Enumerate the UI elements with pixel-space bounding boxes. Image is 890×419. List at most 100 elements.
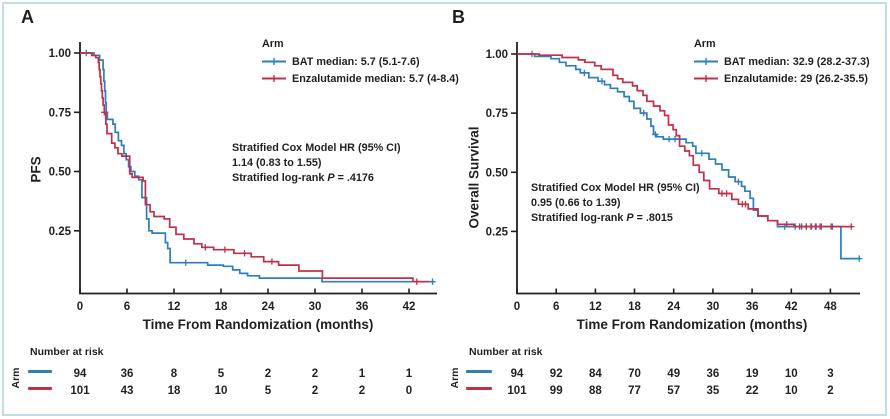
hr-line: Stratified Cox Model HR (95% CI) [232,142,401,154]
panel-b-plot: 1.00 0.75 0.50 0.25 0 6 12 18 24 30 36 42 48 94 92 84 70… [486,42,863,397]
at-risk-count: 3 [827,368,833,380]
y-tick-label: 1.00 [49,48,71,60]
p-symbol: P [327,172,335,184]
y-tick-label: 1.00 [486,49,508,61]
bat-risk-row-swatch [466,370,492,373]
km-curve-enzalutamide [517,53,852,228]
at-risk-count: 94 [74,368,87,380]
enzalutamide-line-swatch-icon [262,75,286,82]
log-rank-line: Stratified log-rank P = .4176 [232,172,374,184]
censor-mark [598,78,606,85]
censor-mark [221,246,229,253]
panel-b-legend: Arm BAT median: 32.9 (28.2-37.3) Enzalut… [694,38,870,87]
at-risk-count: 10 [785,368,798,380]
at-risk-count: 101 [70,385,90,397]
legend-entry-label: Enzalutamide: 29 (26.2-35.5) [724,72,869,85]
at-risk-count: 2 [312,368,318,380]
x-tick-label: 42 [403,301,416,313]
censor-mark [671,135,679,143]
at-risk-count: 2 [312,385,318,397]
censor-mark [101,109,108,116]
censor-mark [723,190,730,197]
at-risk-count: 70 [628,368,641,380]
at-risk-count: 36 [121,368,134,380]
panel-a-y-axis-title: PFS [28,156,44,183]
panel-a-at-risk-arm-label: Arm [10,367,22,389]
x-tick-label: 24 [667,301,680,313]
at-risk-count: 5 [265,385,272,397]
y-tick-label: 0.75 [49,107,72,119]
panel-b-y-axis-title: Overall Survival [466,126,482,229]
at-risk-count: 22 [746,385,759,397]
at-risk-count: 101 [507,385,527,397]
enzalutamide-risk-row-swatch [466,387,492,390]
panel-b-at-risk-arm-label: Arm [449,367,461,389]
panel-a-legend: Arm BAT median: 5.7 (5.1-7.6) Enzalutami… [262,38,459,87]
censor-mark [698,150,705,157]
censor-mark [640,109,647,117]
y-tick-label: 0.25 [486,226,509,238]
legend-entry-label: BAT median: 32.9 (28.2-37.3) [724,55,870,68]
censor-mark [581,69,588,77]
censor-mark [182,259,189,266]
at-risk-count: 0 [406,385,412,397]
at-risk-count: 2 [827,385,833,397]
at-risk-count: 1 [406,368,413,380]
at-risk-count: 2 [265,368,271,380]
y-tick-label: 0.50 [486,167,508,179]
x-tick-label: 36 [746,301,759,313]
x-tick-label: 6 [124,301,130,313]
bat-line-swatch-icon [694,58,718,65]
at-risk-count: 5 [218,368,225,380]
at-risk-count: 88 [589,385,602,397]
at-risk-count: 2 [359,385,365,397]
censor-mark [735,178,742,185]
panel-b-x-axis-title: Time From Randomization (months) [576,317,808,332]
legend-entry-label: Enzalutamide median: 5.7 (4-8.4) [292,72,459,85]
legend-entry-bat: BAT median: 32.9 (28.2-37.3) [694,53,870,70]
censor-mark [413,278,420,285]
panel-b-label: B [452,7,465,27]
at-risk-count: 77 [628,385,641,397]
bat-risk-row-swatch [28,370,52,373]
x-tick-label: 24 [262,301,275,313]
at-risk-count: 10 [215,385,228,397]
censor-mark [429,278,436,285]
censor-mark [848,223,855,230]
x-tick-label: 0 [514,301,520,313]
y-tick-label: 0.25 [49,226,72,238]
censor-mark [783,221,790,228]
censor-mark [742,201,749,208]
x-tick-label: 30 [309,301,322,313]
x-tick-label: 18 [628,301,641,313]
at-risk-count: 19 [746,368,759,380]
at-risk-count: 99 [550,385,563,397]
enzalutamide-line-swatch-icon [694,75,718,82]
log-rank-line: Stratified log-rank P = .8015 [531,212,673,224]
censor-mark [796,223,803,230]
x-tick-label: 18 [215,301,228,313]
censor-mark [202,244,209,251]
censor-mark [665,135,673,143]
x-tick-label: 12 [589,301,602,313]
panel-a-number-at-risk-title: Number at risk [30,346,104,358]
hr-value: 1.14 (0.83 to 1.55) [232,157,322,169]
x-tick-label: 36 [356,301,369,313]
enzalutamide-risk-row-swatch [28,387,52,390]
panel-a-label: A [21,7,34,27]
x-tick-label: 6 [553,301,559,313]
x-tick-label: 30 [707,301,720,313]
hr-line: Stratified Cox Model HR (95% CI) [531,182,700,194]
x-tick-label: 48 [824,301,837,313]
at-risk-count: 57 [667,385,680,397]
censor-mark [818,223,825,230]
at-risk-count: 92 [550,368,563,380]
censor-mark [241,250,248,257]
at-risk-count: 18 [168,385,181,397]
at-risk-count: 1 [359,368,366,380]
panel-a-stats-annotation: Stratified Cox Model HR (95% CI) 1.14 (0… [232,141,401,186]
km-curve-enzalutamide [80,52,429,283]
x-tick-label: 42 [785,301,798,313]
